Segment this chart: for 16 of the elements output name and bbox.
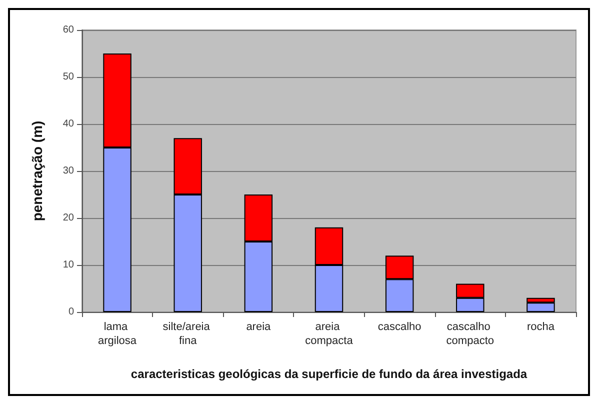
y-tick-label: 50 [62, 72, 74, 82]
y-tick-label: 30 [62, 166, 74, 176]
x-tick-label: cascalho [378, 321, 422, 333]
y-tick-label: 20 [62, 212, 74, 224]
y-tick-label: 60 [62, 24, 74, 36]
x-tick-label: lama argilosa [98, 321, 138, 347]
x-axis-title: caracteristicas geológicas da superficie de fundo da área investigada [130, 367, 528, 381]
y-tick-label: 10 [62, 260, 74, 270]
x-tick-label: rocha [526, 321, 556, 333]
x-tick-label: silte/areia fina [162, 321, 213, 347]
x-tick-label: areia [246, 321, 272, 333]
y-axis-title: penetração (m) [29, 120, 45, 222]
y-tick-label: 0 [68, 306, 74, 318]
y-tick-label: 40 [62, 118, 74, 130]
x-tick-label: cascalho compacto [446, 321, 494, 347]
x-tick-label: areia compacta [305, 321, 354, 347]
